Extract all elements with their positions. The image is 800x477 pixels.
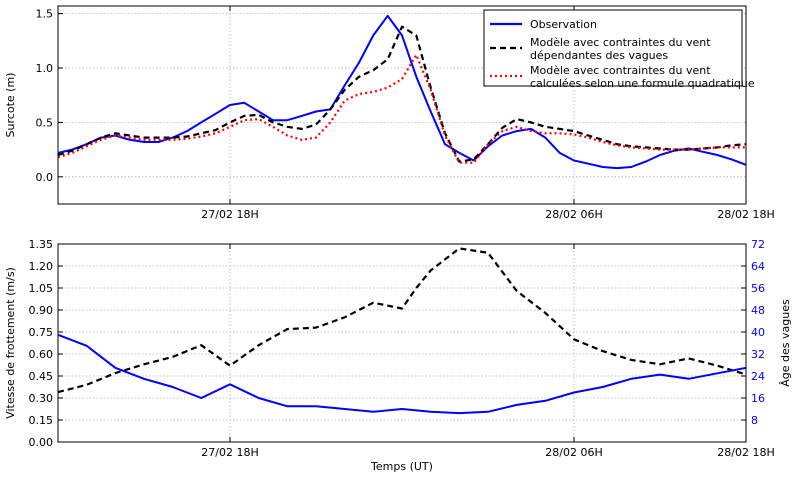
- series-line-1: [58, 25, 746, 163]
- legend-label: Observation: [530, 18, 597, 31]
- x-tick-label: 28/02 06H: [545, 208, 602, 221]
- panel-1: 27/02 18H 28/02 06H 28/02 18H 0.00 0.15 0.30 0…: [4, 238, 792, 473]
- x-tick-label: 28/02 06H: [545, 446, 602, 459]
- y-tick-label: 0.45: [29, 370, 54, 383]
- y-tick-label: 1.35: [29, 238, 54, 251]
- y-tick-label: 1.05: [29, 282, 54, 295]
- series-line-0: [58, 247, 746, 394]
- y2-tick-label: 72: [751, 238, 765, 251]
- y-tick-label: 0.60: [29, 348, 54, 361]
- x-axis-label: Temps (UT): [370, 460, 433, 473]
- y-tick-label: 0.90: [29, 304, 54, 317]
- x-tick-label: 27/02 18H: [201, 446, 258, 459]
- y-tick-label: 0.0: [36, 171, 54, 184]
- series-line-1: [58, 333, 746, 415]
- plot-frame: [57, 5, 747, 205]
- y2-tick-label: 24: [751, 370, 765, 383]
- y-tick-label: 1.20: [29, 260, 54, 273]
- plot-frame: [57, 243, 747, 443]
- y-tick-label: 0.15: [29, 414, 54, 427]
- x-tick-label: 27/02 18H: [201, 208, 258, 221]
- x-tick-label: 28/02 18H: [717, 446, 774, 459]
- y2-tick-label: 16: [751, 392, 765, 405]
- y2-tick-label: 64: [751, 260, 765, 273]
- y2-tick-label: 56: [751, 282, 765, 295]
- y-tick-label: 0.30: [29, 392, 54, 405]
- y2-tick-label: 32: [751, 348, 765, 361]
- legend-box: [483, 9, 743, 87]
- y-tick-label: 0.75: [29, 326, 54, 339]
- series-line-0: [58, 14, 746, 170]
- y2-tick-label: 8: [751, 414, 758, 427]
- y2-tick-label: 48: [751, 304, 765, 317]
- series-line-2: [58, 53, 746, 164]
- y-tick-label: 1.5: [36, 8, 54, 21]
- y-axis-label: Vitesse de frottement (m/s): [4, 267, 17, 419]
- y2-axis-label: Âge des vagues: [779, 299, 792, 387]
- legend-label: Modèle avec contraintes du vent calculées…: [530, 64, 755, 90]
- legend: Observation Modèle avec contraintes du ve…: [483, 9, 755, 90]
- legend-label: Modèle avec contraintes du vent dépendant…: [530, 36, 711, 62]
- y2-tick-label: 40: [751, 326, 765, 339]
- panel-0: 27/02 18H 28/02 06H 28/02 18H 0.0 0.5 1.0 1.5 S…: [4, 5, 775, 221]
- y-axis-label: Surcote (m): [4, 73, 17, 138]
- x-tick-label: 28/02 18H: [717, 208, 774, 221]
- y-tick-label: 0.00: [29, 436, 54, 449]
- y-tick-label: 0.5: [36, 116, 54, 129]
- y-tick-label: 1.0: [36, 62, 54, 75]
